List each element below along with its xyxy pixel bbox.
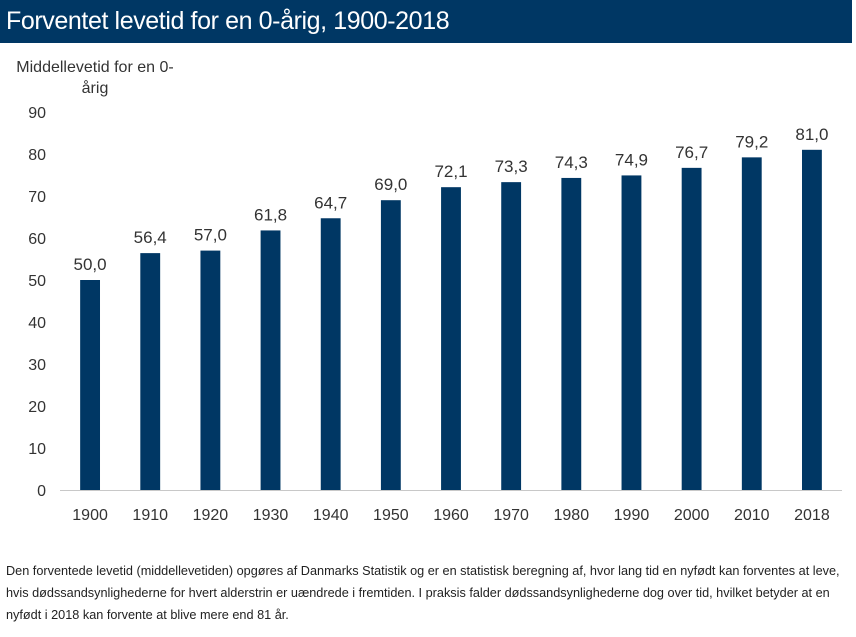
data-label: 74,9 — [615, 150, 648, 169]
y-tick-label: 30 — [28, 357, 46, 374]
data-label: 57,0 — [194, 226, 227, 245]
x-tick-label: 1930 — [253, 507, 289, 524]
bar — [380, 200, 401, 490]
data-label: 64,7 — [314, 193, 347, 212]
data-label: 61,8 — [254, 205, 287, 224]
x-tick-label: 1920 — [193, 507, 229, 524]
x-tick-label: 1900 — [72, 507, 108, 524]
x-tick-label: 2010 — [734, 507, 770, 524]
x-tick-label: 2000 — [674, 507, 710, 524]
data-labels: 50,0 56,4 57,0 61,8 64,7 69,0 72,1 73,3 74,3 74,9… — [74, 125, 829, 274]
y-tick-label: 60 — [28, 231, 46, 248]
y-tick-label: 90 — [28, 105, 46, 122]
bar — [140, 253, 161, 490]
bar — [320, 218, 341, 490]
x-tick-label: 1960 — [433, 507, 469, 524]
bar — [260, 230, 281, 490]
y-tick-label: 70 — [28, 189, 46, 206]
bar — [681, 167, 702, 491]
bar — [741, 157, 762, 491]
bar — [200, 250, 221, 490]
bar — [80, 280, 101, 490]
bar — [561, 177, 582, 490]
y-tick-label: 0 — [37, 483, 46, 500]
data-label: 72,1 — [434, 162, 467, 181]
chart-title: Forventet levetid for en 0-årig, 1900-20… — [6, 7, 450, 35]
bars — [80, 149, 822, 491]
x-tick-label: 1940 — [313, 507, 349, 524]
x-axis-ticks: 1900 1910 1920 1930 1940 1950 1960 1970 1980 1990… — [72, 507, 830, 524]
bar-chart: 0 10 20 30 40 50 60 70 80 90 50,0 56,4 57,0 61,8 64,7… — [28, 105, 842, 524]
y-tick-label: 10 — [28, 441, 46, 458]
x-tick-label: 1980 — [554, 507, 590, 524]
x-tick-label: 1970 — [493, 507, 529, 524]
bar — [801, 149, 822, 491]
bar — [501, 182, 522, 490]
x-tick-label: 1950 — [373, 507, 409, 524]
y-tick-label: 50 — [28, 273, 46, 290]
data-label: 79,2 — [735, 132, 768, 151]
data-label: 56,4 — [134, 228, 167, 247]
y-axis-ticks: 0 10 20 30 40 50 60 70 80 90 — [28, 105, 46, 500]
x-tick-label: 2018 — [794, 507, 830, 524]
title-bar: Forventet levetid for en 0-årig, 1900-20… — [0, 0, 852, 43]
data-label: 50,0 — [74, 255, 107, 274]
footnote: Den forventede levetid (middellevetiden)… — [6, 564, 840, 622]
data-label: 74,3 — [555, 153, 588, 172]
bar — [621, 175, 642, 491]
y-tick-label: 80 — [28, 147, 46, 164]
bar — [441, 187, 461, 490]
data-label: 81,0 — [795, 125, 828, 144]
data-label: 76,7 — [675, 143, 708, 162]
y-tick-label: 40 — [28, 315, 46, 332]
data-label: 73,3 — [495, 157, 528, 176]
y-axis-label: Middellevetid for en 0-årig — [16, 59, 174, 97]
x-tick-label: 1990 — [614, 507, 650, 524]
x-tick-label: 1910 — [132, 507, 168, 524]
data-label: 69,0 — [374, 175, 407, 194]
y-tick-label: 20 — [28, 399, 46, 416]
